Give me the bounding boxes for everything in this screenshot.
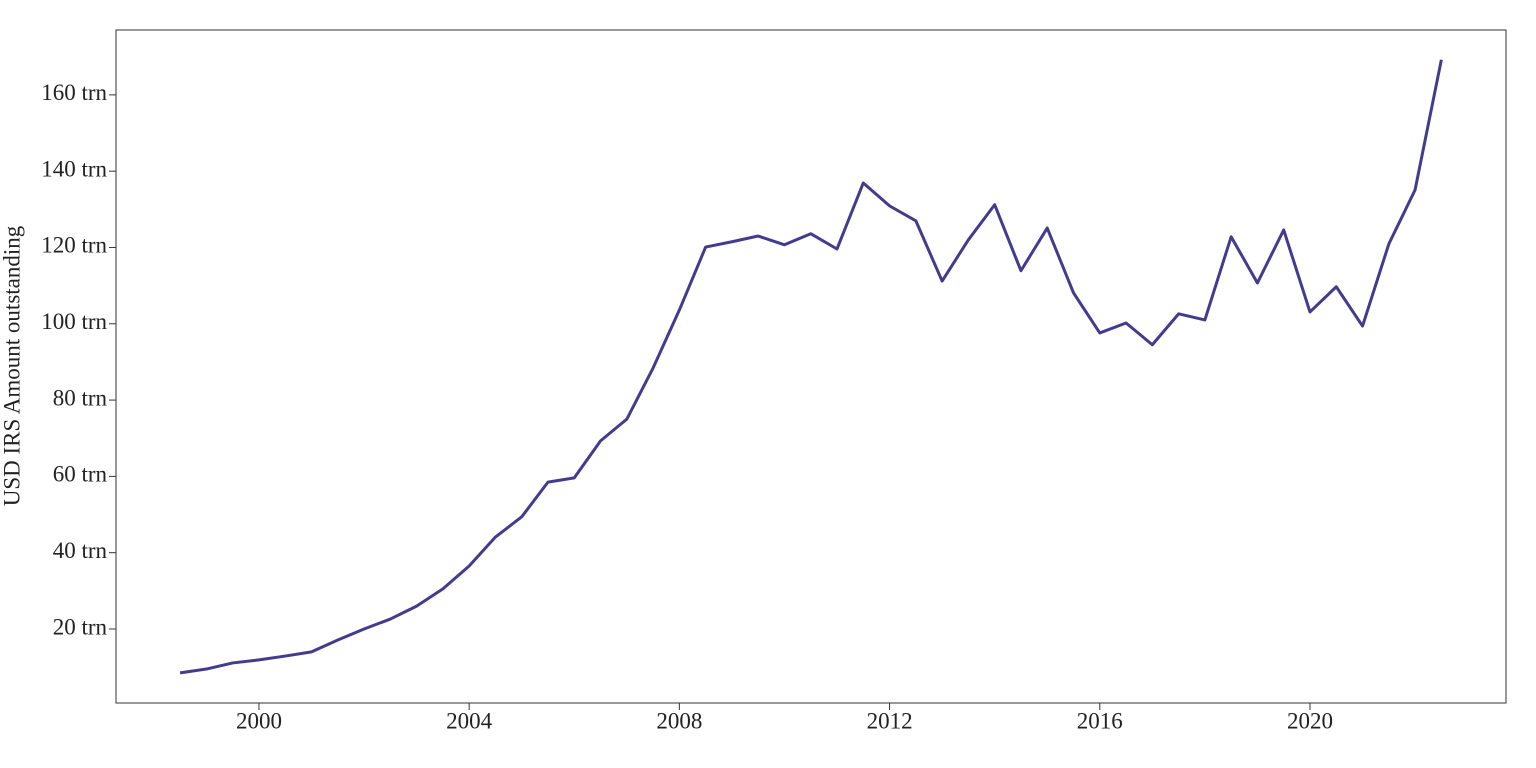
y-tick-label: 60 trn [53, 462, 108, 487]
x-tick-label: 2020 [1287, 708, 1333, 733]
series-line [179, 59, 1443, 675]
x-tick-label: 2008 [656, 708, 702, 733]
plot-frame [115, 29, 1507, 704]
x-tick-label: 2012 [867, 708, 913, 733]
y-tick-label: 160 trn [41, 80, 107, 105]
y-tick-label: 120 trn [41, 233, 107, 258]
y-tick-label: 80 trn [53, 385, 108, 410]
x-tick-label: 2004 [446, 708, 493, 733]
y-tick-label: 20 trn [53, 614, 108, 639]
y-tick-label: 100 trn [41, 309, 107, 334]
y-tick-label: 40 trn [53, 538, 108, 563]
y-tick-label: 140 trn [41, 156, 107, 181]
x-tick-label: 2000 [236, 708, 282, 733]
x-tick-label: 2016 [1077, 708, 1123, 733]
y-axis-label: USD IRS Amount outstanding [0, 225, 24, 506]
